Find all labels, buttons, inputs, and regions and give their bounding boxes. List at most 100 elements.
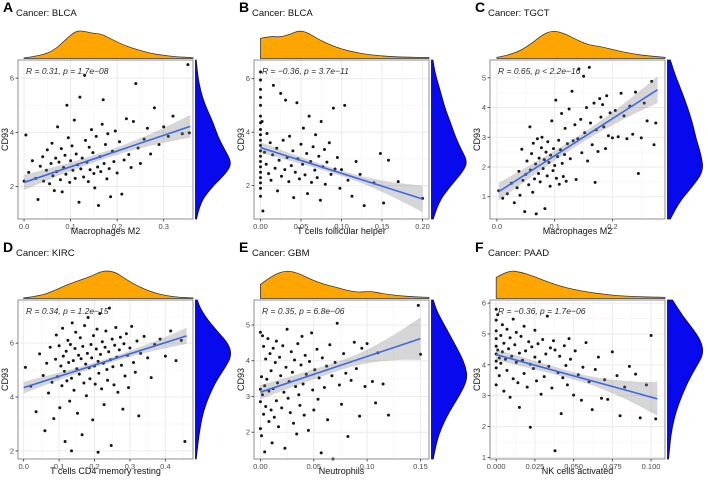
y-axis-label: CD93	[472, 368, 482, 391]
scatter-plot-b: 0.00 0.05 0.10 0.15 0.20 2 4 6 R = −0.36, p = 3.…	[236, 30, 467, 236]
plot-border	[253, 299, 430, 460]
gridlines	[18, 60, 193, 219]
x-tick-label: 0.0	[19, 222, 29, 231]
top-density	[260, 30, 430, 59]
y-axis-label: CD93	[472, 128, 482, 151]
plot-border	[489, 59, 666, 220]
y-axis: 1 2 3 4 5 6	[482, 299, 490, 462]
x-axis-label: T cells follicular helper	[297, 226, 386, 236]
y-axis: 1 2 3 4 5	[482, 73, 490, 201]
y-tick-label: 5	[246, 321, 250, 330]
x-tick-label: 0.4	[160, 462, 170, 471]
x-tick-label: 0.050	[564, 462, 583, 471]
right-density	[667, 59, 703, 220]
y-tick-label: 4	[10, 128, 14, 137]
panel-label: E	[239, 239, 249, 255]
panel-f: F Cancer: PAAD 0.000 0.025 0.050 0.075 0.100…	[472, 239, 708, 480]
plot-border	[17, 59, 194, 220]
ci-band	[24, 115, 191, 190]
y-axis-label: CD93	[236, 368, 246, 391]
gridlines	[490, 300, 665, 459]
x-tick-label: 0.3	[125, 462, 135, 471]
y-axis: 2 4 6	[10, 74, 18, 191]
regression-line	[23, 125, 191, 184]
y-axis: 2 4 6	[246, 74, 254, 190]
x-tick-label: 0.075	[603, 462, 622, 471]
panel-b: B Cancer: BLCA 0.00 0.05 0.10 0.15 0.20 2 4 6 R …	[236, 0, 472, 240]
cancer-title: Cancer: BLCA	[252, 8, 313, 19]
panel-label: F	[475, 239, 484, 255]
y-tick-label: 6	[482, 299, 486, 308]
top-density	[495, 270, 666, 299]
x-tick-label: 0.2	[89, 462, 99, 471]
plot-background	[490, 300, 665, 459]
x-tick-label: 0.025	[526, 462, 545, 471]
y-tick-label: 5	[482, 73, 486, 82]
scatter-points	[259, 70, 424, 213]
y-axis: 2 3 4 5	[246, 321, 254, 437]
x-tick-label: 0.0	[18, 462, 28, 471]
plot-border	[489, 299, 666, 460]
y-tick-label: 5	[482, 329, 486, 338]
x-axis-label: Macrophages M2	[543, 226, 613, 236]
y-tick-label: 4	[482, 103, 486, 112]
cancer-title: Cancer: BLCA	[16, 8, 77, 19]
x-tick-label: 0.00	[253, 462, 268, 471]
top-density	[23, 30, 194, 59]
y-tick-label: 3	[482, 391, 486, 400]
x-axis-label: NK cells activated	[542, 466, 614, 476]
x-tick-label: 0.05	[294, 222, 309, 231]
scatter-plot-c: 0.0 0.1 0.2 1 2 3 4 5 R = 0.65, p < 2.2e−16 Macro…	[472, 30, 703, 236]
panel-d: D Cancer: KIRC 0.0 0.1 0.2 0.3 0.4 2 4 6 R = 0.3…	[0, 239, 236, 480]
y-tick-label: 2	[482, 422, 486, 431]
y-tick-label: 2	[10, 182, 14, 191]
x-axis-label: Macrophages M2	[71, 226, 141, 236]
y-tick-label: 1	[482, 453, 486, 462]
y-tick-label: 1	[482, 192, 486, 201]
cancer-title: Cancer: TGCT	[488, 8, 550, 19]
panel-e: E Cancer: GBM 0.00 0.05 0.10 0.15 2 3 4 5 R = 0.…	[236, 239, 472, 480]
x-tick-label: 0.05	[306, 462, 321, 471]
right-density	[667, 299, 704, 460]
x-axis: 0.0 0.1 0.2 0.3	[19, 219, 169, 231]
y-tick-label: 3	[246, 392, 250, 401]
x-axis: 0.0 0.1 0.2 0.3 0.4	[18, 459, 171, 471]
panel-label: B	[239, 0, 250, 15]
y-tick-label: 6	[246, 74, 250, 83]
gridlines	[254, 300, 429, 459]
ci-band	[498, 76, 658, 201]
scatter-points	[497, 65, 658, 216]
top-density	[496, 30, 666, 59]
x-tick-label: 0.20	[415, 222, 430, 231]
regression-line	[260, 146, 423, 200]
y-tick-label: 4	[246, 128, 250, 137]
scatter-plot-a: 0.0 0.1 0.2 0.3 2 4 6 R = 0.31, p = 1.7e−08 Macr…	[0, 30, 231, 236]
right-density	[195, 299, 231, 460]
top-density	[260, 270, 430, 299]
y-axis-label: CD93	[0, 368, 10, 391]
x-tick-label: 0.15	[375, 222, 390, 231]
cancer-title: Cancer: PAAD	[488, 248, 550, 259]
correlation-annotation: R = 0.31, p = 1.7e−08	[26, 66, 109, 76]
plot-border	[17, 299, 194, 460]
x-tick-label: 0.10	[334, 222, 349, 231]
y-tick-label: 6	[10, 339, 14, 348]
x-tick-label: 0.2	[607, 222, 617, 231]
panel-label: D	[3, 239, 14, 255]
scatter-points	[258, 303, 422, 461]
correlation-annotation: R = 0.34, p = 1.2e−15	[26, 306, 109, 316]
x-tick-label: 0.1	[65, 222, 75, 231]
y-tick-label: 2	[10, 446, 14, 455]
x-tick-label: 0.3	[158, 222, 168, 231]
y-tick-label: 2	[246, 428, 250, 437]
cancer-title: Cancer: GBM	[252, 248, 310, 259]
x-tick-label: 0.1	[549, 222, 559, 231]
right-density	[431, 299, 468, 460]
correlation-annotation: R = −0.36, p = 3.7e−11	[262, 66, 349, 76]
right-density	[195, 59, 231, 220]
y-tick-label: 6	[10, 74, 14, 83]
x-axis: 0.00 0.05 0.10 0.15	[253, 459, 428, 471]
x-axis-label: T cells CD4 memory resting	[50, 466, 161, 476]
y-axis-label: CD93	[236, 128, 246, 151]
